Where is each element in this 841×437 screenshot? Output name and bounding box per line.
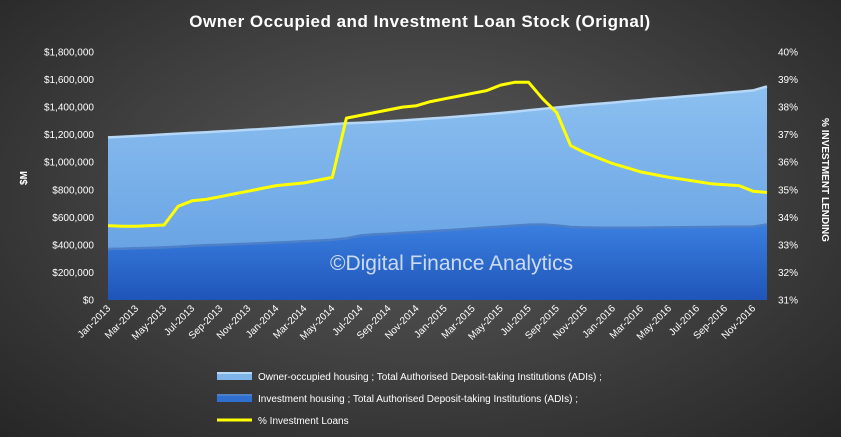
legend: Owner-occupied housing ; Total Authorise… xyxy=(217,372,602,427)
chart-title: Owner Occupied and Investment Loan Stock… xyxy=(189,12,650,31)
left-tick-label: $600,000 xyxy=(52,213,94,224)
right-tick-label: 32% xyxy=(778,268,798,279)
right-tick-label: 37% xyxy=(778,130,798,141)
left-tick-label: $800,000 xyxy=(52,185,94,196)
series-edge-investment xyxy=(107,223,768,251)
right-tick-label: 39% xyxy=(778,75,798,86)
right-tick-label: 33% xyxy=(778,240,798,251)
legend-label: % Investment Loans xyxy=(258,416,349,427)
left-tick-label: $1,200,000 xyxy=(44,130,94,141)
left-tick-label: $400,000 xyxy=(52,240,94,251)
legend-label: Investment housing ; Total Authorised De… xyxy=(258,394,578,405)
plot-area xyxy=(107,80,768,301)
right-tick-label: 31% xyxy=(778,296,798,307)
right-axis-label: % INVESTMENT LENDING xyxy=(819,118,830,242)
legend-swatch-owner-occupied xyxy=(217,373,252,380)
left-tick-label: $200,000 xyxy=(52,268,94,279)
left-y-axis: $0 $200,000 $400,000 $600,000 $800,000 $1,000… xyxy=(44,48,94,307)
x-axis: Jan-2013Mar-2013May-2013Jul-2013Sep-2013… xyxy=(76,303,759,343)
right-tick-label: 36% xyxy=(778,158,798,169)
right-tick-label: 34% xyxy=(778,213,798,224)
right-y-axis: 31% 32% 33% 34% 35% 36% 37% 38% 39% 40% xyxy=(778,48,798,307)
left-tick-label: $1,000,000 xyxy=(44,158,94,169)
right-tick-label: 40% xyxy=(778,48,798,59)
watermark-text: ©Digital Finance Analytics xyxy=(330,252,573,275)
left-tick-label: $1,400,000 xyxy=(44,103,94,114)
right-tick-label: 38% xyxy=(778,103,798,114)
series-line-investment-pct xyxy=(107,80,768,228)
legend-label: Owner-occupied housing ; Total Authorise… xyxy=(258,372,602,383)
left-tick-label: $1,600,000 xyxy=(44,75,94,86)
left-tick-label: $0 xyxy=(83,296,95,307)
right-tick-label: 35% xyxy=(778,185,798,196)
legend-swatch-investment xyxy=(217,395,252,402)
left-tick-label: $1,800,000 xyxy=(44,48,94,59)
series-edge-owner-occupied xyxy=(107,85,768,139)
left-axis-label: $M xyxy=(19,171,30,185)
